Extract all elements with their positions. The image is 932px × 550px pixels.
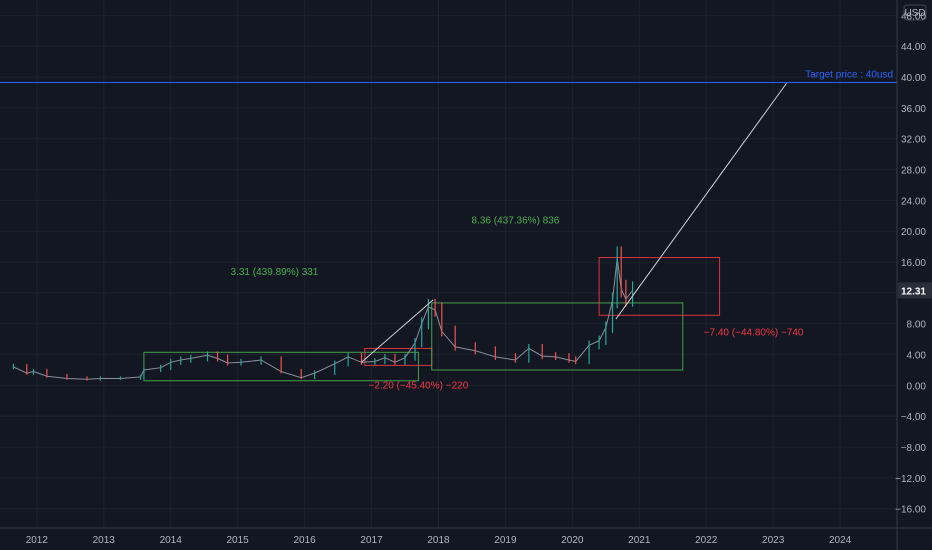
trendline[interactable] xyxy=(615,82,787,320)
y-tick-label: 24.00 xyxy=(901,196,926,207)
x-tick-label: 2015 xyxy=(227,535,250,546)
y-tick-label: −16.00 xyxy=(895,505,926,516)
last-price-badge xyxy=(898,282,932,299)
target-price-label: Target price : 40usd xyxy=(805,69,893,80)
currency-badge[interactable] xyxy=(903,4,927,21)
y-tick-label: 4.00 xyxy=(907,351,927,362)
y-tick-label: 40.00 xyxy=(901,73,926,84)
x-tick-label: 2018 xyxy=(427,535,450,546)
measure-label: −7.40 (−44.80%) −740 xyxy=(704,327,804,338)
x-tick-label: 2022 xyxy=(695,535,718,546)
y-tick-label: −12.00 xyxy=(895,474,926,485)
x-tick-label: 2017 xyxy=(360,535,383,546)
x-tick-label: 2020 xyxy=(561,535,584,546)
y-tick-label: 44.00 xyxy=(901,42,926,53)
annotations: 3.31 (439.89%) 331 −2.20 (−45.40%) −220 8.… xyxy=(231,216,804,392)
measure-label: 8.36 (437.36%) 836 xyxy=(472,216,560,227)
x-tick-label: 2023 xyxy=(762,535,785,546)
price-line xyxy=(13,258,633,380)
trendline[interactable] xyxy=(361,299,434,363)
grid xyxy=(0,0,897,528)
x-tick-label: 2019 xyxy=(494,535,517,546)
target-line[interactable]: Target price : 40usd xyxy=(0,69,897,83)
price-axis-bg xyxy=(897,0,932,550)
measure-label: 3.31 (439.89%) 331 xyxy=(231,267,319,278)
x-tick-label: 2013 xyxy=(93,535,116,546)
y-tick-label: −4.00 xyxy=(901,412,927,423)
last-price-label: 12.31 xyxy=(901,287,926,298)
price-series xyxy=(12,246,634,381)
y-tick-label: 0.00 xyxy=(907,381,927,392)
currency-label: USD xyxy=(904,8,925,19)
x-tick-label: 2021 xyxy=(628,535,651,546)
measure-box[interactable] xyxy=(598,256,721,316)
measure-boxes[interactable] xyxy=(143,256,721,382)
y-tick-label: 16.00 xyxy=(901,258,926,269)
x-tick-label: 2024 xyxy=(829,535,852,546)
y-tick-label: 48.00 xyxy=(901,11,926,22)
y-tick-label: 20.00 xyxy=(901,227,926,238)
y-tick-label: 32.00 xyxy=(901,135,926,146)
y-tick-label: 28.00 xyxy=(901,166,926,177)
measure-box[interactable] xyxy=(431,302,684,371)
y-tick-label: 36.00 xyxy=(901,104,926,115)
y-tick-label: −8.00 xyxy=(901,443,927,454)
trendlines[interactable] xyxy=(361,82,787,363)
measure-box[interactable] xyxy=(143,351,419,382)
x-tick-label: 2012 xyxy=(26,535,49,546)
y-tick-label: 8.00 xyxy=(907,320,927,331)
x-tick-label: 2016 xyxy=(293,535,316,546)
measure-label: −2.20 (−45.40%) −220 xyxy=(368,380,468,391)
x-tick-label: 2014 xyxy=(160,535,183,546)
